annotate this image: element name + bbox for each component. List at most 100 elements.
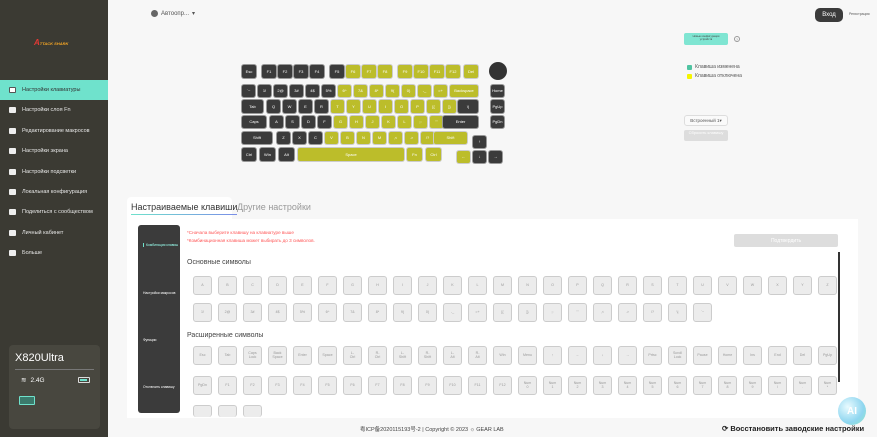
- key-40[interactable]: [{: [427, 100, 440, 113]
- symbol-key[interactable]: R- Ctrl: [368, 346, 387, 365]
- ai-assistant-button[interactable]: AI: [838, 397, 866, 425]
- symbol-key[interactable]: ,<: [593, 303, 612, 322]
- key-65[interactable]: M: [373, 132, 386, 144]
- symbol-key[interactable]: F5: [318, 376, 337, 395]
- symbol-key[interactable]: 5%: [293, 303, 312, 322]
- symbol-key[interactable]: ←: [568, 346, 587, 365]
- key-41[interactable]: ]}: [443, 100, 456, 113]
- symbol-key[interactable]: '": [568, 303, 587, 322]
- symbol-key[interactable]: Back Space: [268, 346, 287, 365]
- symbol-key[interactable]: Num 9: [743, 376, 762, 395]
- key-33[interactable]: R: [315, 100, 328, 113]
- symbol-key[interactable]: 4$: [268, 303, 287, 322]
- symbol-key[interactable]: Ins: [743, 346, 762, 365]
- key-63[interactable]: B: [341, 132, 354, 144]
- symbol-key[interactable]: [243, 405, 262, 417]
- symbol-key[interactable]: Home: [718, 346, 737, 365]
- symbol-key[interactable]: Esc: [193, 346, 212, 365]
- symbol-key[interactable]: ↓: [593, 346, 612, 365]
- key-36[interactable]: U: [363, 100, 376, 113]
- symbol-key[interactable]: .>: [618, 303, 637, 322]
- device-card[interactable]: X820Ultra ≋ 2.4G: [9, 345, 100, 429]
- symbol-key[interactable]: I: [393, 276, 412, 295]
- symbol-key[interactable]: G: [343, 276, 362, 295]
- key-64[interactable]: N: [357, 132, 370, 144]
- symbol-key[interactable]: /?: [643, 303, 662, 322]
- symbol-key[interactable]: K: [443, 276, 462, 295]
- key-71[interactable]: Ctrl: [242, 148, 256, 161]
- symbol-key[interactable]: 1!: [193, 303, 212, 322]
- sub-menu-functions[interactable]: Функции: [143, 338, 157, 342]
- confirm-button[interactable]: Подтвердить: [734, 234, 838, 247]
- symbol-key[interactable]: H: [368, 276, 387, 295]
- sidebar-item-7[interactable]: Личный кабинет: [0, 223, 108, 243]
- symbol-key[interactable]: ↑: [543, 346, 562, 365]
- symbol-key[interactable]: F: [318, 276, 337, 295]
- key-19[interactable]: 5%: [322, 85, 335, 97]
- symbol-key[interactable]: ;:: [543, 303, 562, 322]
- key-8[interactable]: F8: [378, 65, 392, 78]
- symbol-key[interactable]: L: [468, 276, 487, 295]
- key-74[interactable]: Space: [298, 148, 404, 161]
- symbol-key[interactable]: F8: [393, 376, 412, 395]
- symbol-key[interactable]: Prtsc: [643, 346, 662, 365]
- symbol-key[interactable]: E: [293, 276, 312, 295]
- key-10[interactable]: F10: [414, 65, 428, 78]
- symbol-key[interactable]: R- Alt: [468, 346, 487, 365]
- symbol-key[interactable]: M: [493, 276, 512, 295]
- key-14[interactable]: `~: [242, 85, 255, 97]
- sidebar-item-3[interactable]: Настройки экрана: [0, 141, 108, 161]
- symbol-key[interactable]: 2@: [218, 303, 237, 322]
- key-48[interactable]: F: [318, 116, 331, 128]
- key-69[interactable]: Shift: [434, 132, 467, 144]
- symbol-key[interactable]: Z: [818, 276, 837, 295]
- symbol-key[interactable]: F11: [468, 376, 487, 395]
- key-50[interactable]: H: [350, 116, 363, 128]
- key-4[interactable]: F4: [310, 65, 324, 78]
- symbol-key[interactable]: Num .: [793, 376, 812, 395]
- key-35[interactable]: Y: [347, 100, 360, 113]
- key-75[interactable]: Fn: [407, 148, 422, 161]
- scrollbar[interactable]: [838, 252, 840, 382]
- symbol-key[interactable]: P: [568, 276, 587, 295]
- symbol-key[interactable]: Num 1: [543, 376, 562, 395]
- key-67[interactable]: .>: [405, 132, 418, 144]
- key-52[interactable]: K: [382, 116, 395, 128]
- sidebar-item-0[interactable]: Настройки клавиатуры: [0, 80, 108, 100]
- key-25[interactable]: -_: [418, 85, 431, 97]
- symbol-key[interactable]: S: [643, 276, 662, 295]
- symbol-key[interactable]: Num /: [768, 376, 787, 395]
- key-5[interactable]: F5: [330, 65, 344, 78]
- symbol-key[interactable]: PgDn: [193, 376, 212, 395]
- symbol-key[interactable]: Num *: [818, 376, 837, 395]
- symbol-key[interactable]: F12: [493, 376, 512, 395]
- key-7[interactable]: F7: [362, 65, 376, 78]
- symbol-key[interactable]: N: [518, 276, 537, 295]
- sidebar-item-5[interactable]: Локальная конфигурация: [0, 182, 108, 202]
- key-22[interactable]: 8*: [370, 85, 383, 97]
- key-29[interactable]: Tab: [242, 100, 263, 113]
- key-73[interactable]: Alt: [279, 148, 294, 161]
- sidebar-item-2[interactable]: Редактирование макросов: [0, 121, 108, 141]
- symbol-key[interactable]: 3#: [243, 303, 262, 322]
- volume-knob[interactable]: [489, 62, 507, 80]
- key-77[interactable]: ←: [457, 151, 470, 163]
- key-28[interactable]: Home: [491, 85, 504, 97]
- symbol-key[interactable]: O: [543, 276, 562, 295]
- symbol-key[interactable]: F9: [418, 376, 437, 395]
- help-icon[interactable]: ?: [734, 36, 740, 42]
- key-51[interactable]: J: [366, 116, 379, 128]
- symbol-key[interactable]: Win: [493, 346, 512, 365]
- symbol-key[interactable]: L- Ctrl: [343, 346, 362, 365]
- key-55[interactable]: '": [430, 116, 443, 128]
- key-17[interactable]: 3#: [290, 85, 303, 97]
- symbol-key[interactable]: [218, 405, 237, 417]
- symbol-key[interactable]: PgUp: [818, 346, 837, 365]
- sidebar-item-6[interactable]: Поделиться с сообществом: [0, 202, 108, 222]
- sidebar-item-4[interactable]: Настройки подсветки: [0, 162, 108, 182]
- language-select[interactable]: Автоопр... ▾: [151, 10, 195, 17]
- symbol-key[interactable]: Num 7: [693, 376, 712, 395]
- symbol-key[interactable]: 0): [418, 303, 437, 322]
- key-57[interactable]: PgDn: [491, 116, 504, 128]
- key-49[interactable]: G: [334, 116, 347, 128]
